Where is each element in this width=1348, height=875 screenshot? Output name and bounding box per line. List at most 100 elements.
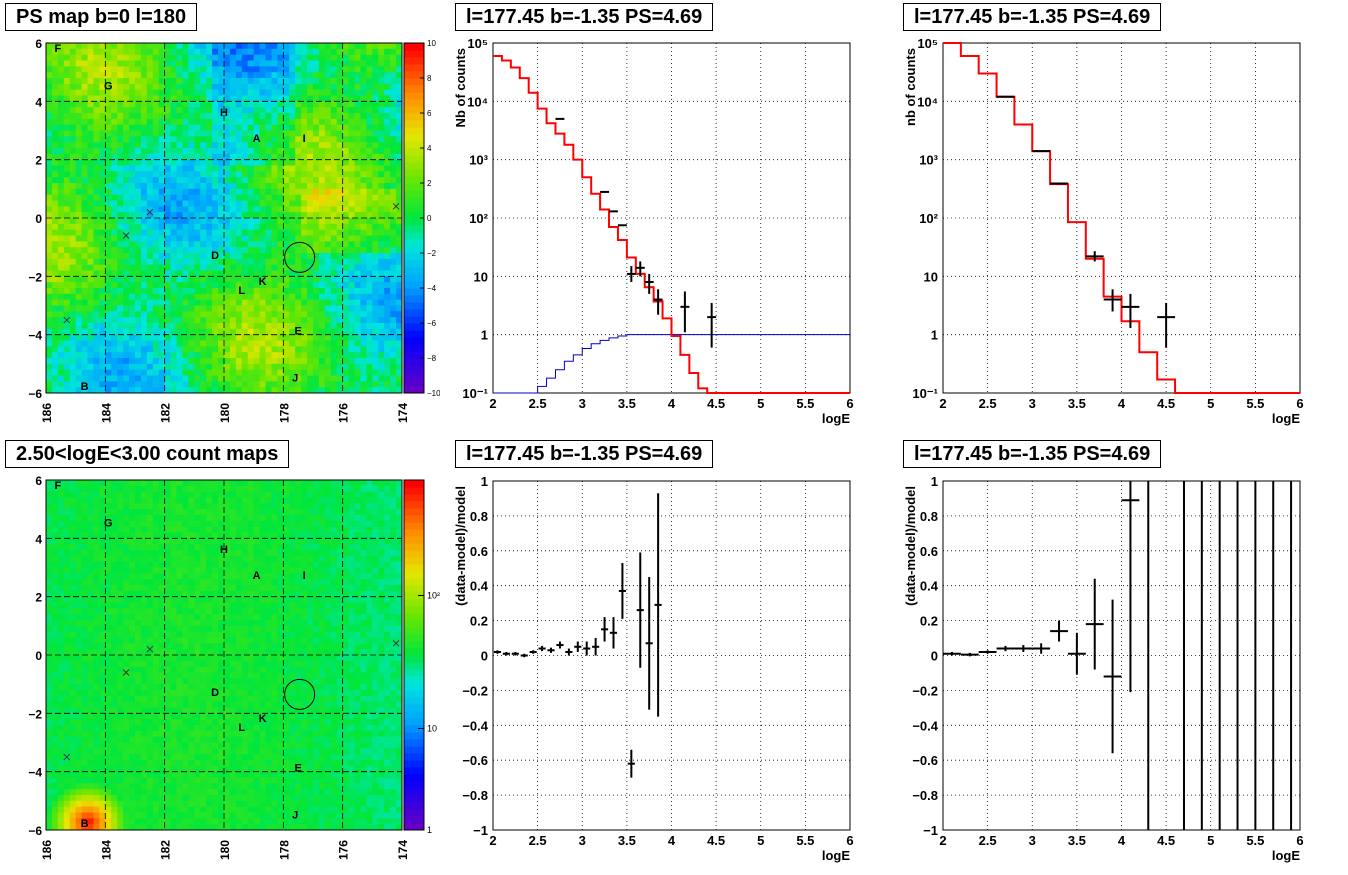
map-cell: [366, 200, 373, 207]
map-cell: [158, 130, 166, 137]
map-cell: [295, 206, 302, 213]
map-cell: [194, 113, 201, 120]
map-cell: [99, 299, 106, 306]
map-cell: [313, 183, 320, 190]
map-cell: [384, 95, 391, 102]
map-cell: [253, 358, 261, 365]
map-cell: [111, 200, 118, 207]
map-cell: [146, 363, 154, 371]
map-cell: [81, 188, 89, 196]
map-cell: [57, 375, 65, 382]
map-cell: [206, 177, 213, 184]
map-cell: [111, 305, 118, 312]
map-cell: [93, 212, 100, 219]
map-cell: [75, 643, 83, 650]
map-cell: [46, 719, 53, 726]
map-cell: [69, 253, 77, 260]
map-cell: [206, 72, 213, 79]
map-cell: [342, 78, 350, 85]
map-cell: [99, 54, 106, 61]
map-cell: [81, 760, 89, 767]
y-tick-label: 10⁻¹: [912, 386, 938, 401]
map-cell: [336, 177, 344, 184]
map-cell: [176, 124, 183, 131]
map-cell: [313, 328, 320, 336]
map-cell: [105, 253, 112, 260]
map-cell: [289, 229, 296, 236]
map-cell: [135, 719, 142, 726]
map-cell: [75, 165, 83, 172]
map-cell: [57, 171, 65, 178]
map-cell: [224, 165, 231, 172]
map-cell: [135, 789, 142, 796]
map-cell: [384, 334, 391, 341]
x-tick-label: 5.5: [1246, 396, 1264, 411]
map-cell: [283, 346, 290, 353]
map-cell: [247, 323, 255, 330]
map-cell: [241, 113, 249, 120]
map-cell: [69, 89, 77, 96]
map-cell: [354, 363, 361, 371]
map-cell: [63, 113, 71, 120]
map-cell: [123, 631, 130, 638]
map-cell: [360, 235, 367, 242]
map-cell: [218, 136, 225, 143]
map-cell: [265, 293, 272, 301]
map-cell: [105, 503, 112, 510]
map-cell: [283, 118, 290, 126]
map-cell: [146, 824, 154, 831]
map-cell: [164, 159, 172, 166]
map-cell: [229, 153, 237, 161]
map-cell: [135, 590, 142, 598]
map-cell: [63, 818, 71, 825]
map-cell: [63, 695, 71, 703]
map-cell: [146, 672, 154, 679]
map-cell: [158, 241, 166, 248]
map-cell: [307, 159, 314, 166]
map-cell: [194, 95, 201, 102]
map-cell: [87, 113, 94, 120]
map-cell: [277, 369, 284, 376]
map-cell: [152, 695, 160, 703]
map-cell: [51, 538, 59, 545]
map-cell: [360, 328, 367, 336]
map-cell: [105, 148, 112, 155]
map-cell: [63, 485, 71, 493]
map-cell: [277, 78, 284, 85]
map-cell: [57, 672, 65, 679]
map-cell: [146, 800, 154, 808]
y-axis-label: Nb of counts: [453, 48, 468, 127]
map-cell: [140, 136, 148, 143]
map-cell: [69, 54, 77, 61]
map-cell: [336, 78, 344, 85]
colorbar-cell: [404, 386, 424, 394]
map-cell: [111, 113, 118, 120]
map-cell: [93, 707, 100, 714]
map-cell: [289, 264, 296, 271]
map-cell: [81, 293, 89, 301]
map-cell: [170, 328, 178, 336]
map-cell: [105, 538, 112, 545]
map-cell: [342, 218, 350, 225]
map-cell: [57, 567, 65, 574]
map-cell: [158, 200, 166, 207]
map-cell: [152, 153, 160, 161]
map-cross-marker: [392, 202, 400, 210]
map-cell: [342, 118, 350, 126]
map-cell: [93, 369, 100, 376]
map-cell: [140, 748, 148, 755]
map-cell: [158, 165, 166, 172]
map-cell: [170, 101, 178, 108]
map-cell: [46, 643, 53, 650]
map-cell: [146, 585, 154, 592]
map-cell: [63, 812, 71, 819]
map-cell: [152, 690, 160, 697]
map-cell: [218, 270, 225, 277]
map-cell: [295, 48, 302, 56]
map-cell: [105, 643, 112, 650]
map-cell: [176, 369, 183, 376]
map-cell: [69, 754, 77, 761]
map-cell: [235, 323, 243, 330]
map-cell: [342, 206, 350, 213]
map-cell: [307, 340, 314, 347]
